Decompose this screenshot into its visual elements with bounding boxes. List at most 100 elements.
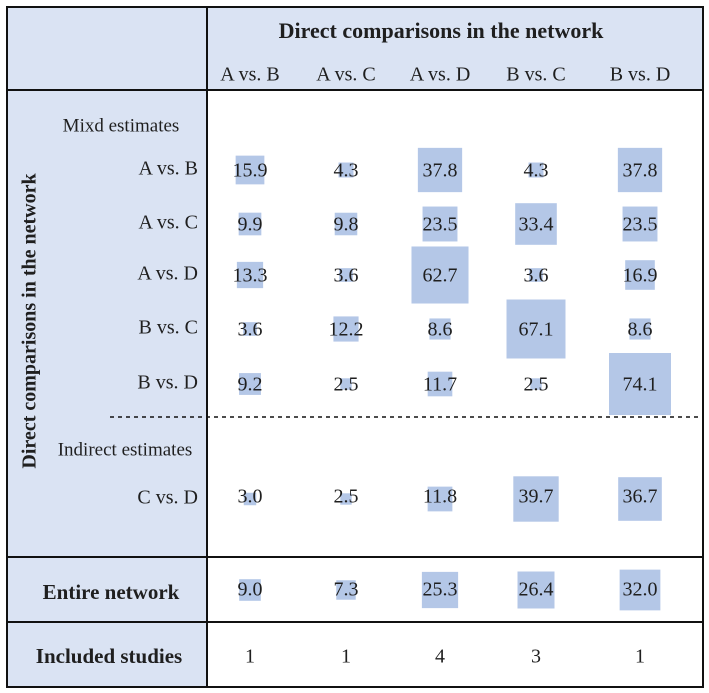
mixed-value-4-0: 9.2 [238, 374, 263, 396]
included-studies-value-0: 1 [245, 646, 255, 668]
mixed-contribution-box-4-0 [239, 373, 261, 395]
mixed-contribution-box-1-3 [515, 203, 557, 245]
included-studies-value-4: 1 [635, 646, 645, 668]
mixed-contribution-box-4-4 [609, 353, 671, 415]
mixed-value-3-4: 8.6 [628, 319, 653, 341]
mixed-contribution-box-3-3 [506, 299, 566, 359]
mixed-contribution-box-3-2 [429, 318, 451, 340]
entire-network-value-1: 7.3 [334, 579, 359, 601]
mixed-contribution-box-2-1 [339, 268, 353, 282]
indirect-contribution-box-0-2 [427, 486, 453, 512]
mixed-contribution-box-0-1 [338, 162, 354, 178]
indirect-contribution-box-0-4 [618, 477, 662, 521]
mixed-value-3-2: 8.6 [428, 319, 453, 341]
mixed-value-0-4: 37.8 [623, 160, 658, 182]
indirect-value-0-1: 2.5 [334, 486, 359, 508]
column-label-1: A vs. C [316, 64, 375, 86]
mixed-contribution-box-4-2 [427, 371, 453, 397]
mixed-value-2-0: 13.3 [233, 265, 268, 287]
mixed-value-2-4: 16.9 [623, 265, 658, 287]
table-lines [6, 6, 704, 688]
indirect-value-0-2: 11.8 [423, 486, 457, 508]
mixed-value-1-4: 23.5 [623, 214, 658, 236]
entire-network-contribution-box-0 [239, 579, 261, 601]
mixed-value-1-2: 23.5 [423, 214, 458, 236]
mixed-value-0-1: 4.3 [334, 160, 359, 182]
mixed-contribution-box-4-3 [530, 378, 542, 390]
outer-border [6, 6, 704, 688]
mixed-value-0-0: 15.9 [233, 160, 268, 182]
mixed-contribution-box-3-4 [629, 318, 651, 340]
mixed-contribution-box-1-2 [422, 206, 458, 242]
entire-network-value-2: 25.3 [423, 579, 458, 601]
column-label-2: A vs. D [410, 64, 471, 86]
entire-network-value-0: 9.0 [238, 579, 263, 601]
indirect-value-0-4: 36.7 [623, 486, 658, 508]
contribution-boxes [235, 147, 671, 611]
mixed-value-2-2: 62.7 [423, 265, 458, 287]
entire-network-value-3: 26.4 [519, 579, 554, 601]
indirect-contribution-box-0-3 [513, 476, 559, 522]
column-label-0: A vs. B [220, 64, 279, 86]
entire-network-contribution-box-3 [517, 571, 555, 609]
indirect-value-0-3: 39.7 [519, 486, 554, 508]
indirect-contribution-box-0-1 [340, 493, 352, 505]
mixed-contribution-box-3-1 [333, 316, 359, 342]
entire-network-label: Entire network [43, 580, 180, 604]
mixed-estimates-label: Mixd estimates [63, 115, 180, 136]
mixed-contribution-box-1-0 [238, 212, 262, 236]
mixed-contribution-box-2-2 [411, 246, 469, 304]
mixed-value-1-0: 9.9 [238, 214, 263, 236]
background-layer [7, 7, 703, 687]
mixed-value-1-3: 33.4 [519, 214, 554, 236]
mixed-contribution-box-1-1 [334, 212, 358, 236]
mixed-value-2-3: 3.6 [524, 265, 549, 287]
mixed-value-4-4: 74.1 [623, 374, 658, 396]
column-label-4: B vs. D [610, 64, 671, 86]
mixed-row-label-0: A vs. B [139, 158, 198, 180]
left-header-title: Direct comparisons in the network [19, 173, 41, 469]
indirect-row-label-0: C vs. D [137, 487, 198, 509]
mixed-contribution-box-2-0 [236, 261, 264, 289]
mixed-contribution-box-3-0 [243, 322, 257, 336]
entire-network-contribution-box-4 [619, 569, 661, 611]
mixed-row-label-2: A vs. D [137, 263, 198, 285]
mixed-contribution-box-0-0 [235, 155, 265, 185]
mixed-contribution-box-4-1 [340, 378, 352, 390]
mixed-row-label-1: A vs. C [139, 212, 198, 234]
row-header-background [7, 90, 207, 687]
entire-network-contribution-box-2 [421, 571, 459, 609]
mixed-contribution-box-0-3 [528, 162, 544, 178]
indirect-contribution-box-0-0 [243, 492, 257, 506]
mixed-value-4-2: 11.7 [423, 374, 457, 396]
included-studies-value-2: 4 [435, 646, 445, 668]
mixed-value-0-2: 37.8 [423, 160, 458, 182]
mixed-contribution-box-0-2 [417, 147, 463, 193]
mixed-value-4-1: 2.5 [334, 374, 359, 396]
mixed-row-label-3: B vs. C [139, 317, 198, 339]
indirect-value-0-0: 3.0 [238, 486, 263, 508]
mixed-row-label-4: B vs. D [137, 372, 198, 394]
mixed-value-3-1: 12.2 [329, 319, 364, 341]
mixed-contribution-box-2-4 [625, 260, 655, 290]
mixed-contribution-box-0-4 [617, 147, 663, 193]
entire-network-contribution-box-1 [336, 580, 356, 600]
mixed-value-3-3: 67.1 [519, 319, 554, 341]
mixed-contribution-box-2-3 [529, 268, 543, 282]
included-studies-value-3: 3 [531, 646, 541, 668]
entire-network-value-4: 32.0 [623, 579, 658, 601]
mixed-contribution-box-1-4 [622, 206, 658, 242]
included-studies-value-1: 1 [341, 646, 351, 668]
included-studies-label: Included studies [36, 644, 182, 668]
mixed-value-2-1: 3.6 [334, 265, 359, 287]
mixed-value-1-1: 9.8 [334, 214, 359, 236]
header-background [7, 7, 703, 90]
top-header-title: Direct comparisons in the network [279, 18, 604, 43]
mixed-value-0-3: 4.3 [524, 160, 549, 182]
indirect-estimates-label: Indirect estimates [58, 439, 193, 460]
mixed-value-4-3: 2.5 [524, 374, 549, 396]
column-label-3: B vs. C [506, 64, 565, 86]
mixed-value-3-0: 3.6 [238, 319, 263, 341]
